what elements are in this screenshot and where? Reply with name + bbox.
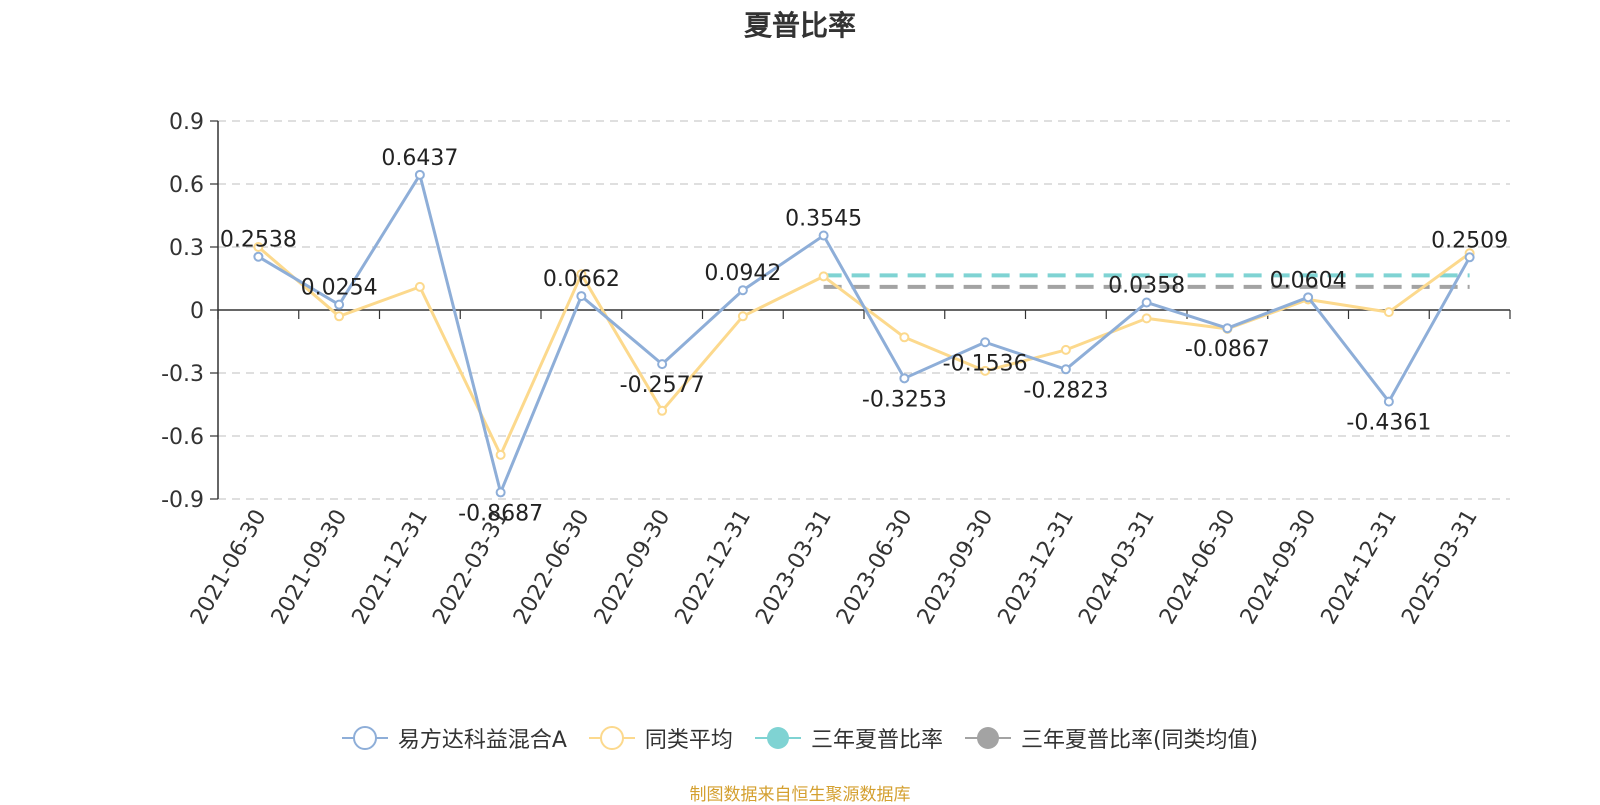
peer-average-point [1141,313,1152,324]
y-tick-label: -0.9 [161,488,204,513]
y-tick-label: -0.6 [161,425,204,450]
legend-marker-icon [754,727,801,749]
peer-average-point [737,311,748,322]
fund-point [576,291,587,302]
data-label: 0.2509 [1431,228,1508,253]
data-label: -0.3253 [862,387,947,412]
data-label: 0.0942 [704,261,781,286]
x-tick-label: 2023-12-31 [993,506,1079,629]
fund-point [414,169,425,180]
data-label: 0.2538 [220,228,297,253]
data-label: -0.2823 [1023,378,1108,403]
legend-label: 三年夏普比率(同类均值) [1020,728,1259,753]
peer-average-point [334,311,345,322]
data-label: -0.4361 [1346,411,1431,436]
legend-marker-icon [341,726,388,750]
legend-marker-icon [588,726,635,750]
y-tick-label: 0.3 [169,236,204,261]
x-tick-label: 2024-09-30 [1236,506,1322,629]
x-tick-label: 2021-06-30 [186,506,272,629]
fund-series-line [257,173,1471,494]
legend: 易方达科益混合A 同类平均 三年夏普比率 三年夏普比率(同类均值) [0,722,1600,754]
x-tick-label: 2023-09-30 [913,506,999,629]
peer-average-point [253,242,264,252]
fund-point [1464,252,1475,263]
fund-point [657,359,668,370]
fund-point [1060,364,1071,375]
x-tick-label: 2021-12-31 [347,506,433,629]
x-tick-label: 2024-12-31 [1316,506,1402,629]
fund-point [818,230,829,241]
data-label: -0.2577 [620,373,705,398]
data-label: -0.8687 [458,501,543,526]
fund-point [253,251,264,262]
peer-average-point [980,365,991,376]
data-label: 0.0662 [543,267,620,292]
legend-item[interactable]: 同类平均 [588,722,733,754]
x-tick-label: 2025-03-31 [1397,506,1483,629]
data-label: 0.6437 [381,146,458,171]
peer-average-point [899,332,910,343]
data-label: -0.0867 [1185,337,1270,362]
x-tick-label: 2022-09-30 [590,506,676,629]
peer-average-point [818,271,829,282]
peer-average-point [414,281,425,292]
legend-item[interactable]: 三年夏普比率 [754,722,943,754]
legend-label: 同类平均 [644,728,733,753]
fund-point [899,373,910,384]
legend-item[interactable]: 易方达科益混合A [341,722,567,754]
peer-average-point [576,269,587,280]
chart-title: 夏普比率 [743,9,856,42]
fund-point [1141,297,1152,308]
data-label: 0.0358 [1108,273,1185,298]
peer-average-point [495,449,506,460]
fund-point [980,337,991,348]
peer-average-point [1060,344,1071,355]
fund-point [495,487,506,498]
x-tick-label: 2024-03-31 [1074,506,1160,629]
legend-marker-icon [964,727,1011,749]
data-label: -0.1536 [943,351,1028,376]
source-note: 制图数据来自恒生聚源数据库 [689,785,911,805]
peer-average-point [1383,307,1394,318]
fund-point [1303,292,1314,303]
y-tick-label: 0.9 [169,110,204,135]
fund-point [1383,396,1394,407]
legend-item[interactable]: 三年夏普比率(同类均值) [964,722,1259,754]
legend-label: 易方达科益混合A [397,728,567,753]
x-tick-label: 2022-12-31 [670,506,756,629]
fund-point [1222,323,1233,334]
y-tick-label: 0 [190,299,204,324]
y-tick-label: 0.6 [169,173,204,198]
peer-average-point [657,405,668,416]
x-tick-label: 2021-09-30 [267,506,353,629]
x-tick-label: 2023-06-30 [832,506,918,629]
x-tick-label: 2024-06-30 [1155,506,1241,629]
fund-point [334,299,345,310]
x-tick-label: 2023-03-31 [751,506,837,629]
legend-label: 三年夏普比率 [810,728,943,753]
fund-point [737,285,748,296]
data-label: 0.0604 [1270,268,1347,293]
y-tick-label: -0.3 [161,362,204,387]
data-label: 0.3545 [785,207,862,232]
data-label: 0.0254 [301,276,378,301]
